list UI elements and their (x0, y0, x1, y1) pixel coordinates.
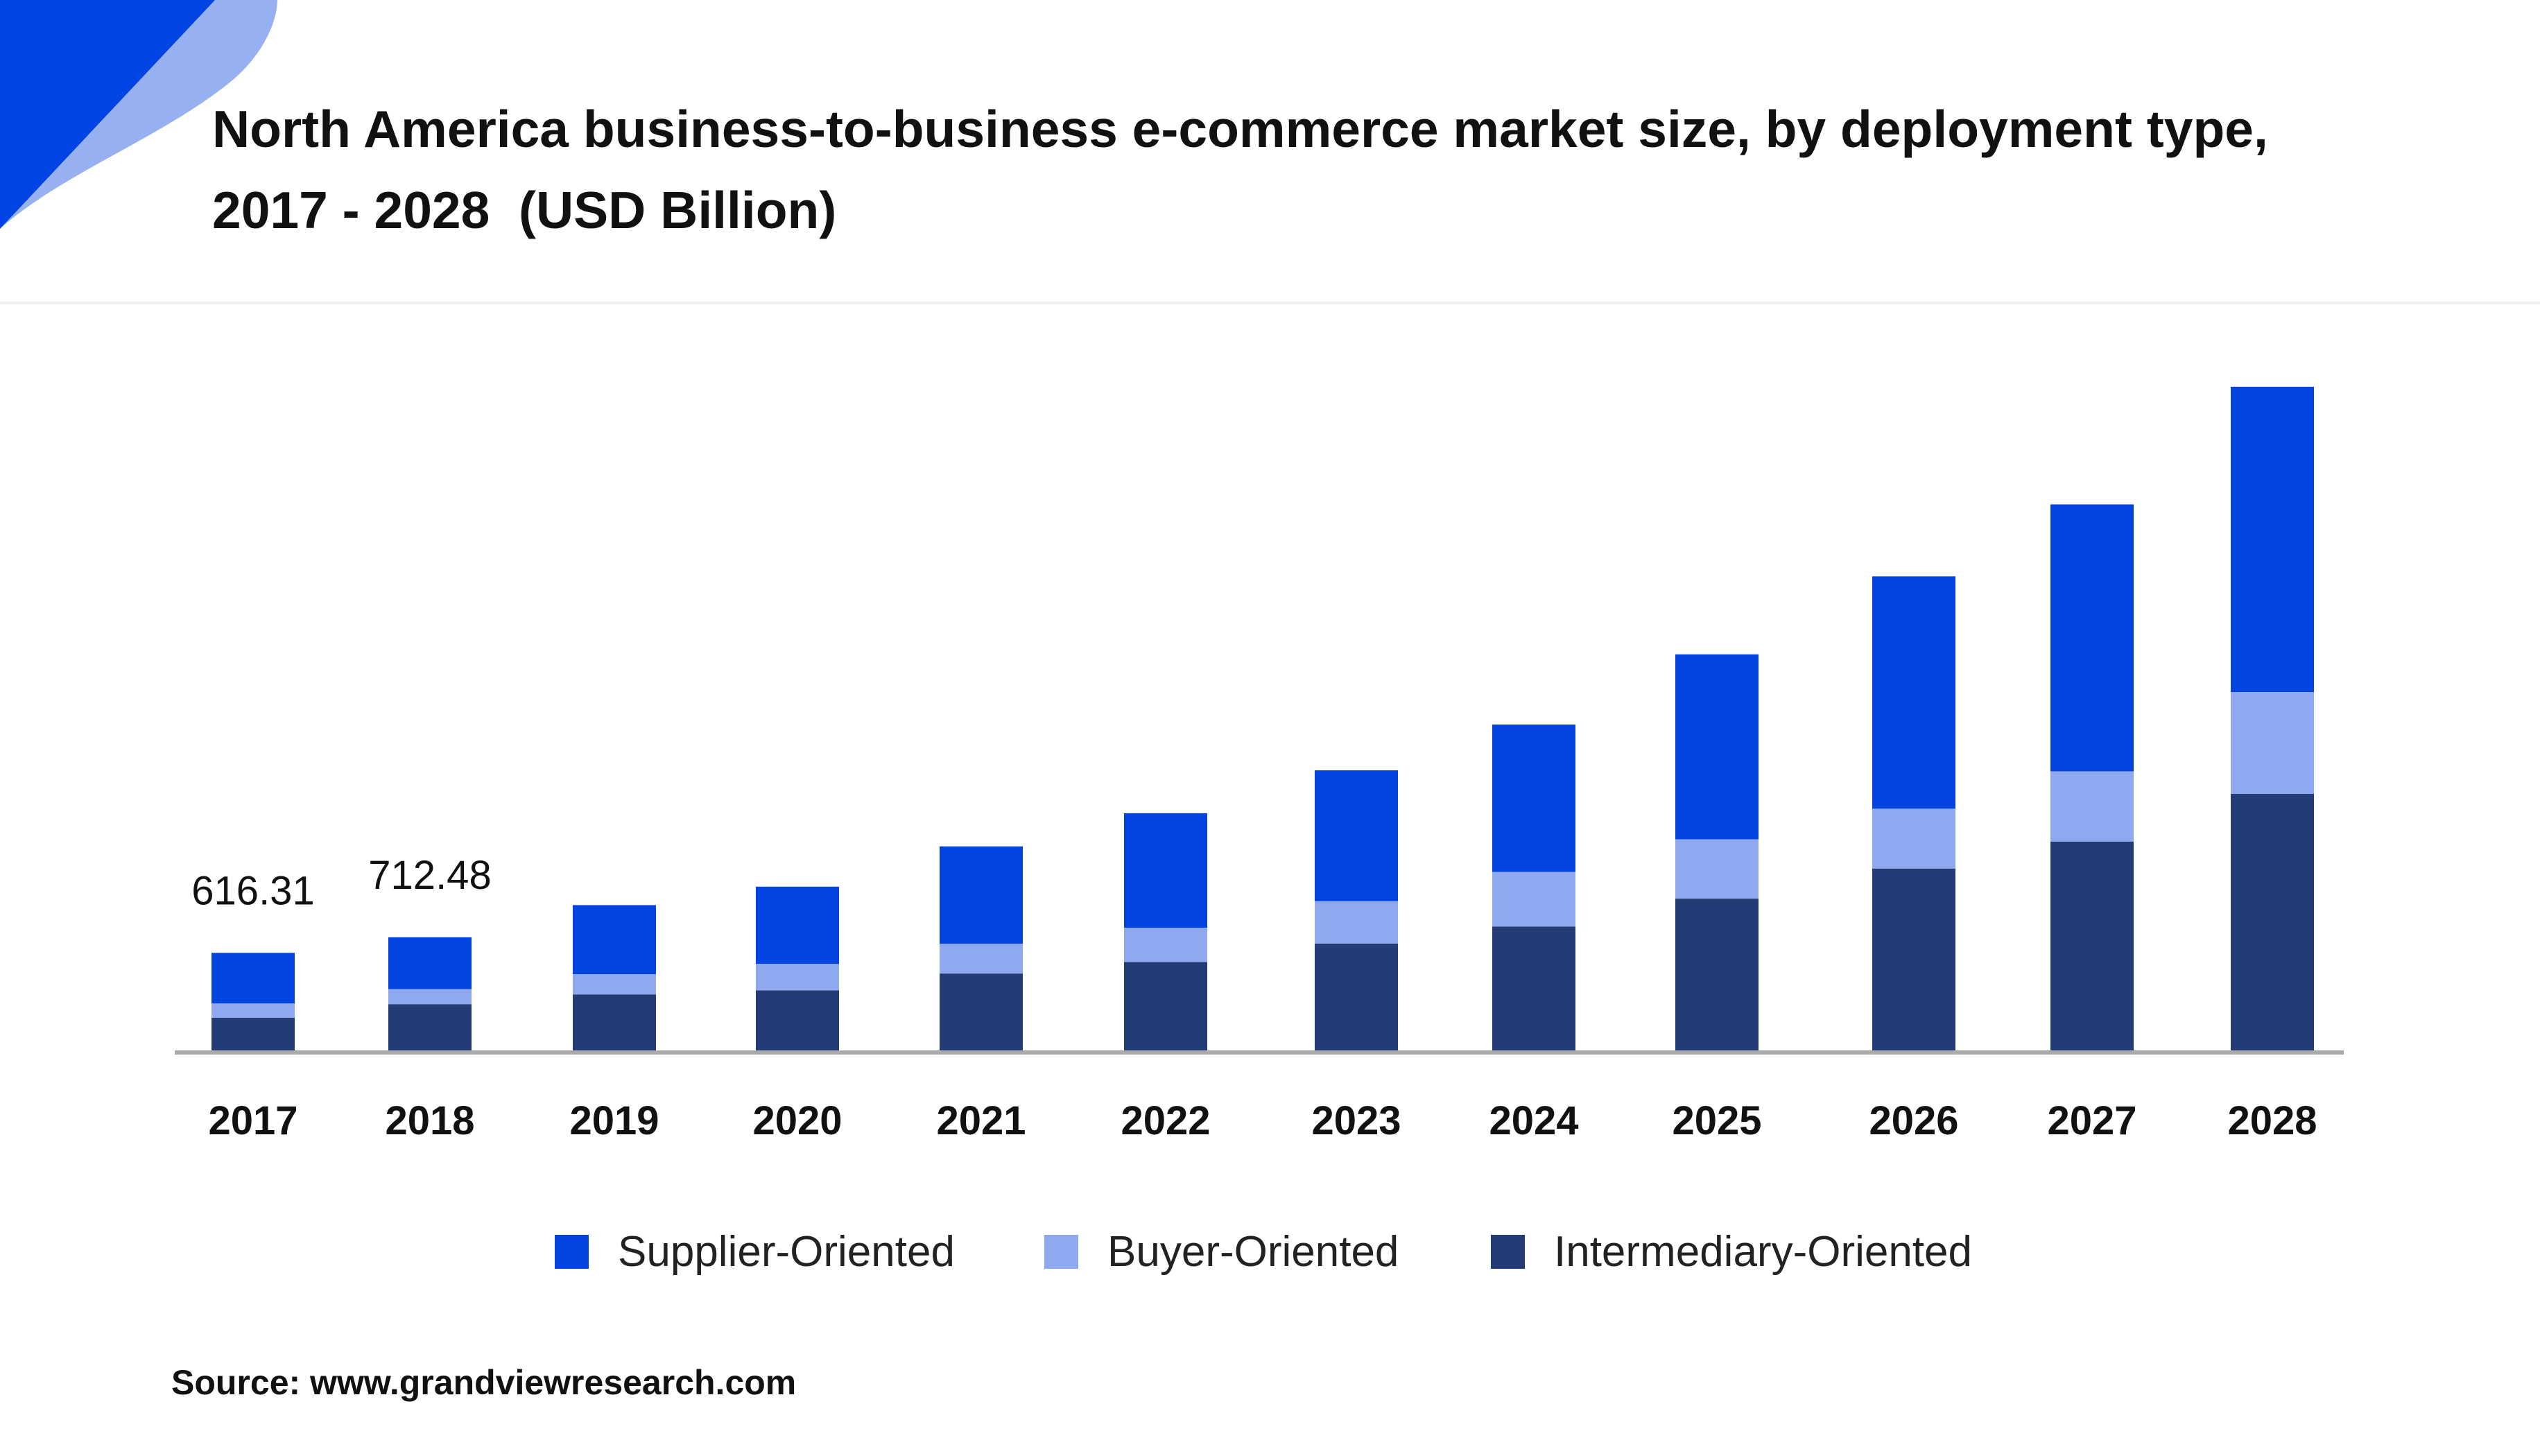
x-tick-label-2021: 2021 (936, 1098, 1026, 1143)
bar-buyer-oriented-2020 (756, 964, 839, 991)
bar-buyer-oriented-2028 (2231, 692, 2314, 794)
x-tick-label-2026: 2026 (1869, 1098, 1958, 1143)
x-tick-label-2027: 2027 (2047, 1098, 2136, 1143)
legend-label-buyer: Buyer-Oriented (1107, 1227, 1399, 1276)
x-tick-label-2022: 2022 (1121, 1098, 1210, 1143)
bar-supplier-oriented-2018 (388, 937, 472, 989)
bar-supplier-oriented-2025 (1675, 654, 1759, 840)
legend-label-intermediary: Intermediary-Oriented (1554, 1227, 1973, 1276)
x-tick-label-2028: 2028 (2227, 1098, 2317, 1143)
x-tick-label-2017: 2017 (208, 1098, 297, 1143)
bar-buyer-oriented-2019 (573, 974, 656, 995)
legend-swatch-buyer (1044, 1234, 1078, 1269)
source-note: Source: www.grandviewresearch.com (171, 1363, 797, 1402)
bar-intermediary-oriented-2021 (940, 973, 1023, 1052)
stacked-bar-chart: 2017 2018 2019 2020 2021 2022 2023 2024 2025 2026… (175, 386, 2344, 1143)
bar-supplier-oriented-2020 (756, 886, 839, 964)
legend-label-supplier: Supplier-Oriented (618, 1227, 955, 1276)
x-tick-label-2025: 2025 (1672, 1098, 1761, 1143)
bar-supplier-oriented-2023 (1315, 770, 1398, 901)
chart-title-line-2: 2017 - 2028 (USD Billion) (212, 181, 837, 239)
bar-buyer-oriented-2021 (940, 944, 1023, 974)
data-label-2017: 616.31 (191, 868, 314, 913)
bar-buyer-oriented-2022 (1124, 928, 1207, 962)
chart-legend: Supplier-Oriented Buyer-Oriented Interme… (0, 1220, 2540, 1283)
bar-intermediary-oriented-2027 (2050, 841, 2134, 1052)
bar-intermediary-oriented-2024 (1492, 926, 1575, 1052)
bar-intermediary-oriented-2022 (1124, 962, 1207, 1052)
bar-intermediary-oriented-2020 (756, 990, 839, 1052)
chart-title: North America business-to-business e-com… (212, 89, 2431, 251)
bar-intermediary-oriented-2028 (2231, 793, 2314, 1052)
legend-swatch-supplier (555, 1234, 589, 1269)
legend-swatch-intermediary (1491, 1234, 1525, 1269)
x-tick-label-2020: 2020 (752, 1098, 842, 1143)
bar-intermediary-oriented-2025 (1675, 899, 1759, 1052)
bar-buyer-oriented-2023 (1315, 901, 1398, 944)
bar-supplier-oriented-2019 (573, 905, 656, 975)
bar-intermediary-oriented-2023 (1315, 943, 1398, 1052)
bar-supplier-oriented-2028 (2231, 386, 2314, 693)
corner-accent-dark (0, 0, 215, 229)
bar-buyer-oriented-2027 (2050, 771, 2134, 842)
legend-item-buyer: Buyer-Oriented (1044, 1220, 1399, 1283)
bar-supplier-oriented-2022 (1124, 813, 1207, 928)
bar-supplier-oriented-2026 (1872, 576, 1955, 809)
bar-intermediary-oriented-2026 (1872, 868, 1955, 1052)
bar-supplier-oriented-2021 (940, 846, 1023, 944)
chart-title-line-1: North America business-to-business e-com… (212, 100, 2268, 158)
bar-buyer-oriented-2026 (1872, 808, 1955, 869)
x-tick-label-2024: 2024 (1489, 1098, 1578, 1143)
x-tick-label-2019: 2019 (569, 1098, 659, 1143)
header-divider (0, 302, 2540, 304)
legend-item-supplier: Supplier-Oriented (555, 1220, 955, 1283)
bar-intermediary-oriented-2017 (211, 1017, 295, 1052)
bar-buyer-oriented-2017 (211, 1003, 295, 1018)
bar-buyer-oriented-2018 (388, 989, 472, 1005)
bar-supplier-oriented-2024 (1492, 725, 1575, 872)
corner-logo-graphic (0, 0, 277, 229)
x-tick-label-2018: 2018 (385, 1098, 474, 1143)
corner-accent-light (0, 0, 277, 229)
bar-supplier-oriented-2027 (2050, 504, 2134, 772)
bar-buyer-oriented-2024 (1492, 872, 1575, 927)
bar-intermediary-oriented-2018 (388, 1004, 472, 1052)
bar-intermediary-oriented-2019 (573, 994, 656, 1052)
legend-item-intermediary: Intermediary-Oriented (1491, 1220, 1972, 1283)
data-label-2018: 712.48 (368, 853, 491, 898)
x-tick-label-2023: 2023 (1311, 1098, 1401, 1143)
bar-supplier-oriented-2017 (211, 953, 295, 1004)
bar-buyer-oriented-2025 (1675, 839, 1759, 899)
